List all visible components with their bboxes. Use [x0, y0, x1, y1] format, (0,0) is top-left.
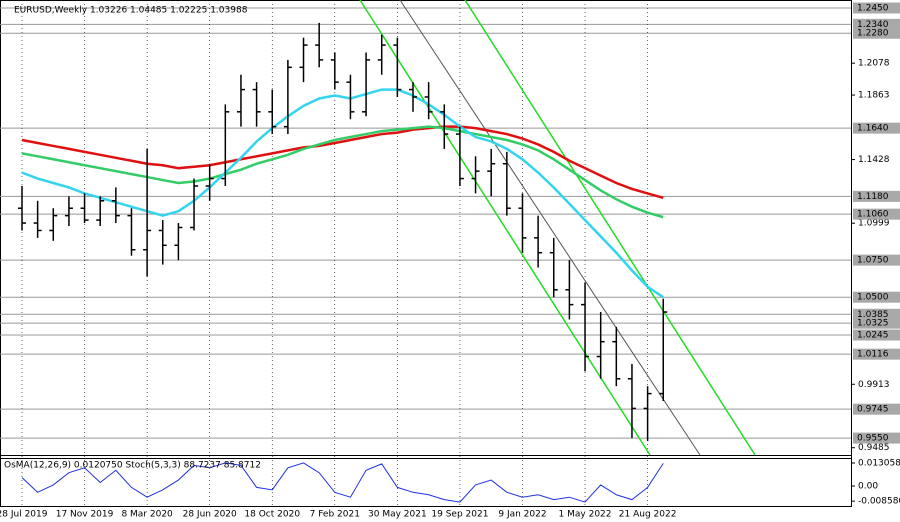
x-tick-label: 1 May 2022: [559, 510, 612, 520]
y-tick-label: 0.9913: [858, 380, 890, 390]
level-label-box: [853, 190, 900, 202]
moving-average: [21, 88, 664, 299]
x-tick-label: 21 Aug 2022: [619, 510, 677, 520]
level-label-box: [853, 122, 900, 134]
y-tick-label: 0.9485: [858, 443, 890, 453]
x-tick-label: 9 Jan 2022: [498, 510, 546, 520]
indicator-tick-label: -0.008580: [858, 497, 900, 507]
channel-line: [359, 0, 651, 456]
level-label-box: [853, 291, 900, 303]
level-label: 1.2340: [857, 20, 889, 30]
level-label: 1.0385: [857, 310, 889, 320]
level-label-box: [853, 18, 900, 30]
x-tick-label: 17 Nov 2019: [56, 510, 114, 520]
indicator-tick-label: 0.0130585: [858, 459, 900, 469]
x-tick-label: 28 Jun 2020: [183, 510, 237, 520]
channel-line: [464, 0, 756, 456]
x-tick-label: 7 Feb 2021: [310, 510, 360, 520]
level-label: 1.0325: [857, 319, 889, 329]
x-tick-label: 18 Oct 2020: [244, 510, 300, 520]
indicator-title: OsMA(12,26,9) 0.0120750 Stoch(5,3,3) 88.…: [4, 461, 261, 471]
level-label: 1.0500: [857, 293, 889, 303]
moving-average: [21, 125, 664, 200]
level-label-box: [853, 208, 900, 220]
stoch-line: [21, 462, 664, 503]
level-label: 0.9550: [857, 434, 889, 444]
level-label-box: [853, 254, 900, 266]
level-label: 1.2280: [857, 29, 889, 39]
level-label-box: [853, 432, 900, 444]
x-tick-label: 30 May 2021: [368, 510, 427, 520]
level-label-box: [853, 27, 900, 39]
chart-title: EURUSD,Weekly 1.03226 1.04485 1.02225 1.…: [14, 6, 248, 16]
level-label: 1.1060: [857, 210, 889, 220]
level-label-box: [853, 2, 900, 14]
x-tick-label: 8 Mar 2020: [121, 510, 173, 520]
grid: [0, 0, 851, 507]
level-label: 1.0116: [857, 350, 889, 360]
level-label-box: [853, 308, 900, 320]
level-label-box: [853, 317, 900, 329]
level-label: 1.0750: [857, 256, 889, 266]
level-label: 1.1180: [857, 192, 889, 202]
plot-frame: [0, 0, 852, 507]
level-label: 0.9745: [857, 405, 889, 415]
x-tick-label: 28 Jul 2019: [0, 510, 48, 520]
level-label: 1.0245: [857, 331, 889, 341]
y-tick-label: 1.0999: [858, 219, 890, 229]
y-tick-label: 1.1428: [858, 155, 890, 165]
y-tick-label: 1.2078: [858, 59, 890, 69]
level-label: 1.1640: [857, 124, 889, 134]
level-label-box: [853, 348, 900, 360]
level-label-box: [853, 329, 900, 341]
marks: [18, 0, 756, 503]
level-label: 1.2450: [857, 4, 889, 14]
level-label-box: [853, 403, 900, 415]
y-tick-label: 1.1863: [858, 91, 890, 101]
moving-average: [21, 125, 664, 219]
x-tick-label: 19 Sep 2021: [431, 510, 488, 520]
indicator-tick-label: 0.00: [858, 482, 878, 492]
channel-line: [399, 0, 701, 456]
